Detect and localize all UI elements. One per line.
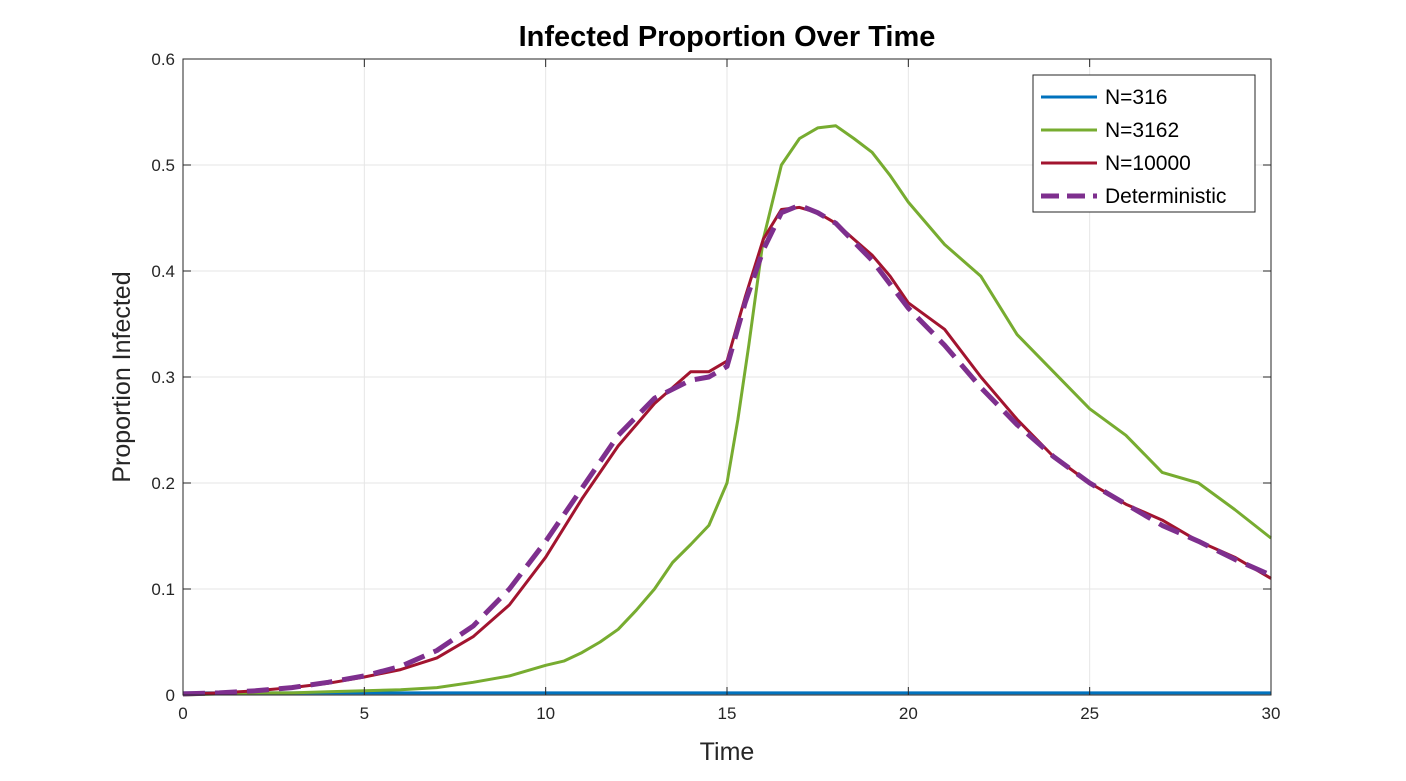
y-tick-label: 0.6: [151, 50, 175, 69]
axis-ticks: 0 5 10 15 20 25 30 0 0.1 0.2 0.3 0.4 0.5 0.6: [151, 50, 1280, 723]
legend-label: Deterministic: [1105, 185, 1226, 208]
y-tick-label: 0.1: [151, 580, 175, 599]
y-axis-title: Proportion Infected: [108, 271, 136, 482]
legend-label: N=3162: [1105, 119, 1179, 142]
chart-title: Infected Proportion Over Time: [519, 21, 936, 53]
series-line-n-3162: [182, 124, 1272, 697]
x-tick-label: 25: [1080, 704, 1099, 723]
series-line-n-10000: [182, 205, 1272, 696]
legend-label: N=316: [1105, 86, 1167, 109]
x-axis-title: Time: [700, 738, 755, 766]
y-tick-label: 0.2: [151, 474, 175, 493]
x-tick-label: 5: [360, 704, 369, 723]
y-tick-label: 0.3: [151, 368, 175, 387]
legend: N=316 N=3162 N=10000 Deterministic: [1032, 74, 1256, 213]
x-tick-label: 10: [536, 704, 555, 723]
y-tick-label: 0.5: [151, 156, 175, 175]
x-tick-label: 15: [718, 704, 737, 723]
x-tick-label: 20: [899, 704, 918, 723]
legend-label: N=10000: [1105, 152, 1191, 175]
x-tick-label: 0: [178, 704, 187, 723]
y-tick-label: 0: [166, 686, 175, 705]
y-tick-label: 0.4: [151, 262, 175, 281]
series-line-deterministic: [182, 202, 1273, 697]
x-tick-label: 30: [1262, 704, 1281, 723]
